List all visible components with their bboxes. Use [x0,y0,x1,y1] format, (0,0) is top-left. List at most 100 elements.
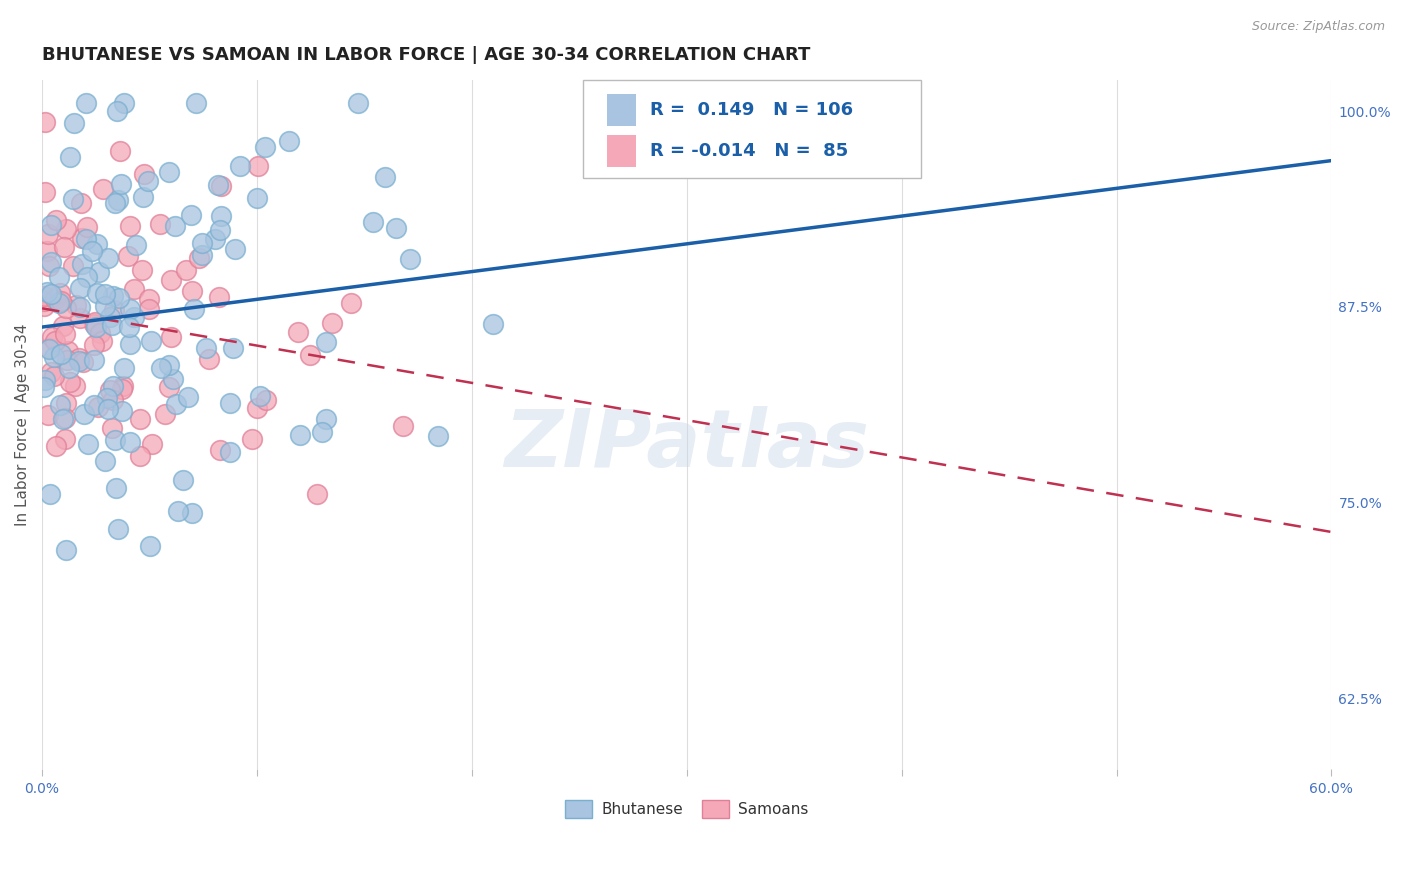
Point [141,437,163,451]
Point [83,398,105,412]
Point [96,392,118,406]
Point [94,453,117,467]
Point [315,412,337,426]
Point [97,402,120,417]
Point [103,303,125,318]
Point [72,355,94,369]
Point [118,301,141,316]
Point [87,400,110,414]
Point [172,474,194,488]
Point [209,223,232,237]
Point [374,169,396,184]
Point [207,178,229,192]
Point [37,227,59,241]
Point [159,273,181,287]
Point [49,347,72,361]
Point [204,232,226,246]
Point [347,96,370,111]
Point [208,290,231,304]
Point [45,213,67,227]
Point [42,351,65,365]
Point [62,192,84,206]
Point [219,395,242,409]
Point [198,351,221,366]
Point [167,504,190,518]
Point [69,300,91,314]
Point [149,218,172,232]
Point [37,408,59,422]
Point [89,326,111,340]
Point [75,232,97,246]
Point [67,353,90,368]
Point [35,285,58,299]
Point [41,330,63,344]
Point [118,435,141,450]
Point [34,114,56,128]
Point [76,220,98,235]
Point [55,222,77,236]
Point [288,427,311,442]
Point [162,372,184,386]
Point [70,196,93,211]
Point [32,289,55,303]
Point [177,390,200,404]
Y-axis label: In Labor Force | Age 30-34: In Labor Force | Age 30-34 [15,323,31,525]
Point [80,244,103,258]
Point [45,439,67,453]
Point [180,285,202,299]
Point [118,320,141,334]
Text: R = -0.014   N =  85: R = -0.014 N = 85 [650,142,848,160]
Point [209,210,232,224]
Text: Source: ZipAtlas.com: Source: ZipAtlas.com [1251,20,1385,33]
Point [240,432,263,446]
Text: R =  0.149   N = 106: R = 0.149 N = 106 [650,101,852,119]
Point [311,425,333,439]
Point [44,334,66,348]
Point [107,193,129,207]
Point [52,411,75,425]
Point [110,177,132,191]
Point [72,257,94,271]
Point [427,429,450,443]
Point [163,219,186,233]
Point [55,411,77,425]
Point [55,395,77,409]
Point [86,286,108,301]
Point [77,436,100,450]
Point [391,418,413,433]
Point [73,408,96,422]
Point [51,293,73,308]
Point [340,296,363,310]
Point [56,353,79,368]
Point [32,380,55,394]
Point [70,231,93,245]
Point [129,449,152,463]
Point [83,317,105,331]
Point [139,540,162,554]
Point [254,139,277,153]
Point [55,301,77,315]
Point [105,103,128,118]
Point [188,252,211,266]
Point [120,219,142,233]
Point [361,215,384,229]
Point [136,174,159,188]
Point [315,334,337,349]
Point [34,373,56,387]
Point [48,269,70,284]
Point [39,218,62,232]
Point [112,96,135,111]
Point [180,208,202,222]
Point [55,543,77,558]
Point [48,296,70,310]
Point [157,165,180,179]
Point [39,487,62,501]
Point [69,281,91,295]
Point [84,319,107,334]
Point [58,361,80,376]
Point [139,334,162,349]
Point [87,265,110,279]
Point [131,190,153,204]
Point [83,315,105,329]
Point [55,433,77,447]
